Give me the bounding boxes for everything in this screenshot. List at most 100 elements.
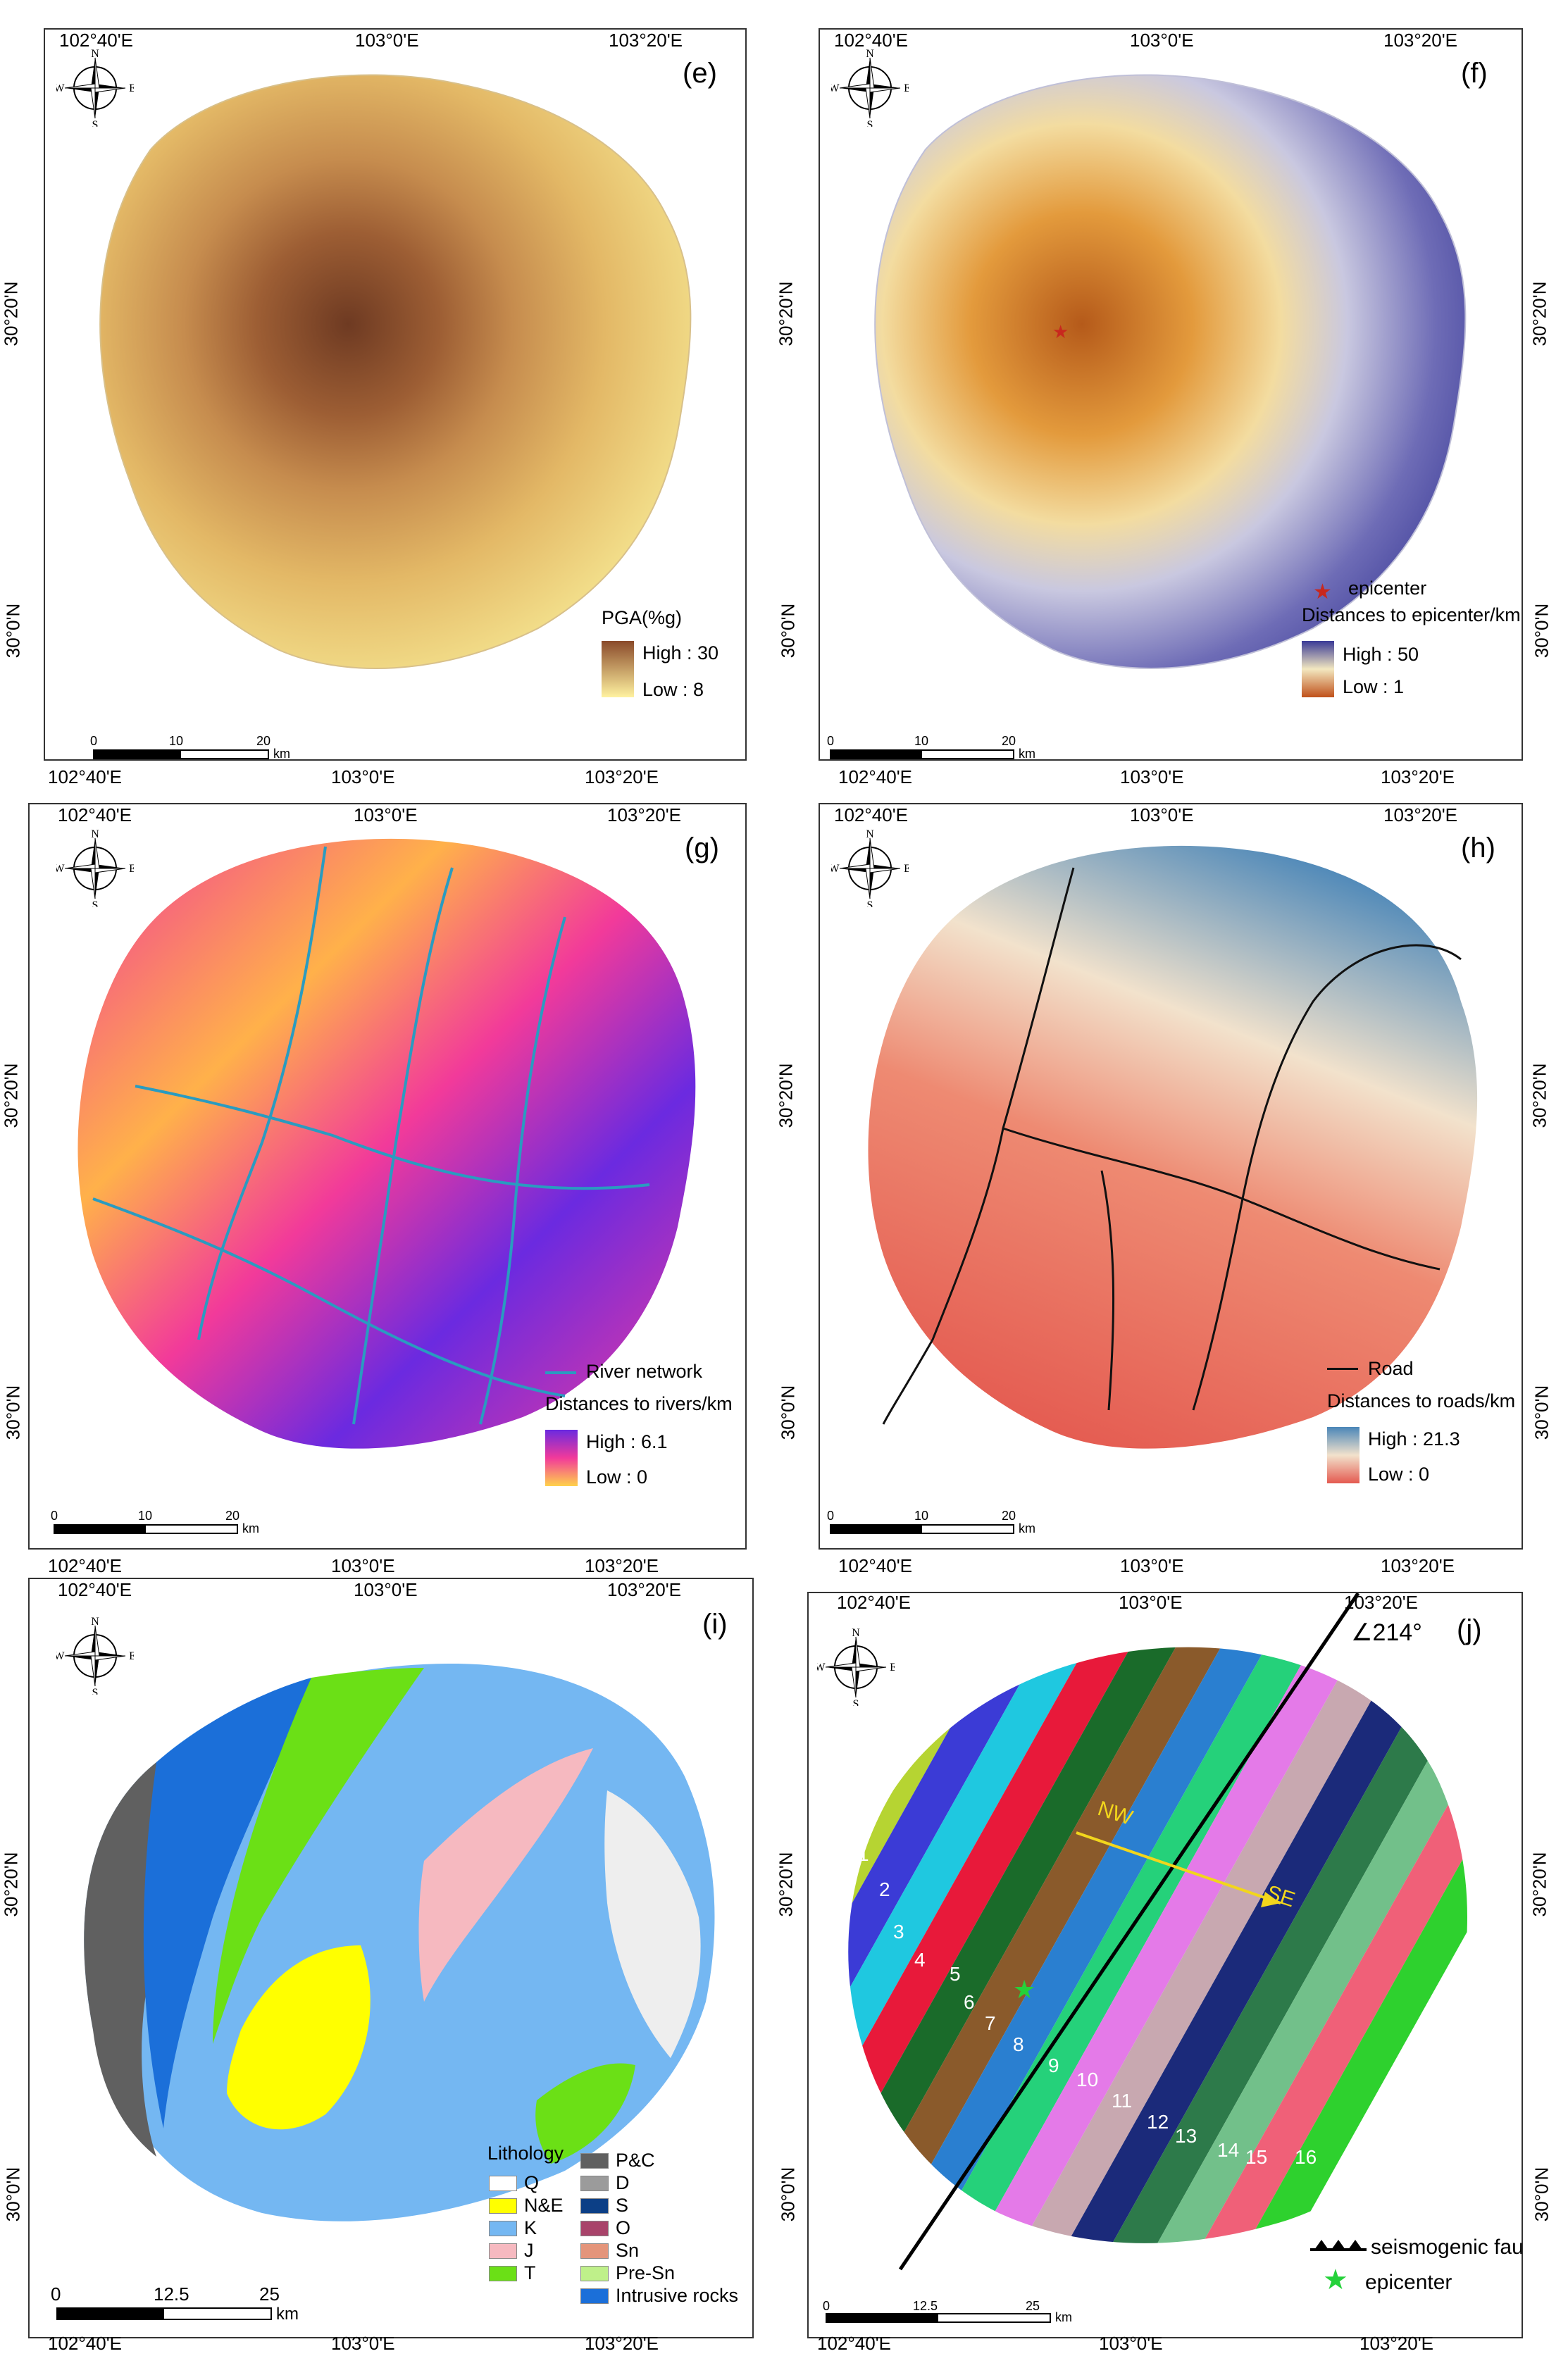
panel-label-h: (h) — [1461, 833, 1495, 864]
lithology-swatch — [489, 2220, 517, 2236]
svg-text:E: E — [890, 1662, 895, 1673]
lithology-swatch — [580, 2288, 609, 2304]
scale-bar — [93, 749, 269, 759]
river-legend: River network — [586, 1361, 703, 1382]
svg-text:E: E — [904, 82, 909, 94]
lithology-legend-item: Intrusive rocks — [580, 2285, 738, 2307]
lon-top-mid: 103°0'E — [355, 30, 419, 51]
panel-label-i: (i) — [702, 1609, 728, 1640]
road-distance-map — [868, 845, 1478, 1449]
seismic-zone-label: 6 — [964, 1991, 975, 2013]
lat-left-g-top: 30°20'N — [0, 1063, 22, 1128]
lithology-swatch — [489, 2175, 517, 2191]
lithology-swatch — [489, 2198, 517, 2214]
map-panel-g: 102°40'E 103°0'E 103°20'E (g) River netw… — [28, 803, 747, 1550]
lithology-label: K — [524, 2217, 537, 2238]
scale-10: 10 — [169, 734, 184, 748]
seismic-zone-band — [857, 1647, 1296, 2243]
fault-legend-icon — [1310, 2240, 1367, 2251]
lithology-legend-item: D — [580, 2172, 630, 2194]
scale-unit: km — [1055, 2310, 1072, 2324]
lithology-map — [84, 1664, 715, 2221]
svg-text:W: W — [831, 863, 840, 875]
scale-0: 0 — [823, 2299, 830, 2313]
lithology-label: Intrusive rocks — [616, 2285, 739, 2306]
lithology-legend-item: T — [489, 2262, 536, 2284]
lon-top-mid: 103°0'E — [1130, 804, 1194, 825]
lat-left-j-bottom: 30°0'N — [777, 2167, 799, 2222]
lithology-legend-item: J — [489, 2240, 534, 2262]
lon-top-left: 102°40'E — [58, 1579, 132, 1600]
lon-bottom-g-right: 103°20'E — [585, 1555, 659, 1576]
seismic-zone-label: 11 — [1112, 2090, 1132, 2112]
svg-text:E: E — [129, 1650, 134, 1662]
lat-left-e-bottom: 30°0'N — [2, 603, 24, 659]
road-ramp — [1327, 1427, 1359, 1483]
seismic-zone-band — [848, 1647, 1116, 2243]
svg-text:W: W — [831, 82, 840, 94]
scale-0: 0 — [51, 1509, 58, 1523]
lithology-swatch — [489, 2243, 517, 2259]
pga-ramp — [602, 641, 634, 697]
seismic-zone-band — [848, 1647, 1161, 2243]
lithology-legend-item: N&E — [489, 2195, 564, 2217]
scale-bar — [830, 1524, 1014, 1534]
epicenter-high: High : 50 — [1343, 644, 1419, 665]
pga-legend-title: PGA(%g) — [602, 607, 683, 628]
scale-bar — [54, 1524, 238, 1534]
svg-text:N: N — [91, 830, 99, 840]
scale-10: 10 — [914, 734, 929, 748]
seismic-zone-label: 2 — [879, 1878, 890, 1900]
lon-top-mid: 103°0'E — [354, 804, 418, 825]
scale-12: 12.5 — [154, 2283, 189, 2305]
road-legend-title: Distances to roads/km — [1327, 1390, 1516, 1411]
scale-unit: km — [1019, 1521, 1035, 1535]
scale-0: 0 — [90, 734, 98, 748]
lon-top-left: 102°40'E — [58, 804, 132, 825]
lon-top-mid: 103°0'E — [1130, 30, 1194, 51]
lithology-legend-title: Lithology — [487, 2143, 564, 2164]
lithology-label: J — [524, 2240, 534, 2261]
lithology-swatch — [580, 2175, 609, 2191]
lon-bottom-j-left: 102°40'E — [817, 2333, 892, 2354]
lon-top-left: 102°40'E — [834, 804, 909, 825]
svg-text:E: E — [904, 863, 909, 875]
epicenter-distance-map: ★ ★ — [874, 74, 1467, 669]
compass-rose-icon: N S E W — [56, 1617, 134, 1695]
panel-label-g: (g) — [685, 833, 719, 864]
lithology-legend-item: Pre-Sn — [580, 2262, 675, 2284]
lat-right-h-bottom: 30°0'N — [1531, 1385, 1553, 1440]
seismic-zone-band — [1217, 1647, 1468, 2243]
compass-rose-icon: N S E W — [831, 830, 909, 907]
seismic-zone-label: 13 — [1175, 2125, 1197, 2147]
lon-top-left: 102°40'E — [59, 30, 134, 51]
lat-right-j-bottom: 30°0'N — [1531, 2167, 1553, 2222]
scale-bar — [830, 749, 1014, 759]
svg-text:S: S — [867, 119, 873, 127]
river-ramp — [545, 1430, 578, 1486]
lithology-label: P&C — [616, 2150, 655, 2171]
scale-12: 12.5 — [913, 2299, 938, 2313]
lithology-label: T — [524, 2262, 536, 2283]
map-panel-f: ★ ★ 102°40'E 103°0'E 103°20'E (f) epicen… — [819, 28, 1523, 761]
lat-left-j-top: 30°20'N — [775, 1852, 797, 1917]
seismic-zone-label: 10 — [1076, 2069, 1098, 2090]
lon-bottom-g-left: 102°40'E — [48, 1555, 123, 1576]
lithology-swatch — [580, 2265, 609, 2281]
lat-right-h-top: 30°20'N — [1529, 1063, 1550, 1128]
lithology-swatch — [580, 2220, 609, 2236]
svg-text:S: S — [867, 899, 873, 907]
svg-text:W: W — [56, 82, 65, 94]
svg-text:E: E — [129, 82, 134, 94]
lon-top-right: 103°20'E — [607, 1579, 682, 1600]
fault-legend: seismogenic fault — [1371, 2236, 1523, 2259]
lithology-label: D — [616, 2172, 630, 2193]
svg-text:N: N — [866, 830, 874, 840]
lithology-swatch — [580, 2198, 609, 2214]
lon-top-mid: 103°0'E — [354, 1579, 418, 1600]
scale-20: 20 — [225, 1509, 240, 1523]
lithology-legend: Q N&E K J T P&C D S O Sn Pre-Sn Intrusive rocks — [489, 2150, 742, 2337]
scale-25: 25 — [1026, 2299, 1040, 2313]
lithology-label: N&E — [524, 2195, 564, 2216]
seismic-zone-band — [992, 1647, 1431, 2243]
